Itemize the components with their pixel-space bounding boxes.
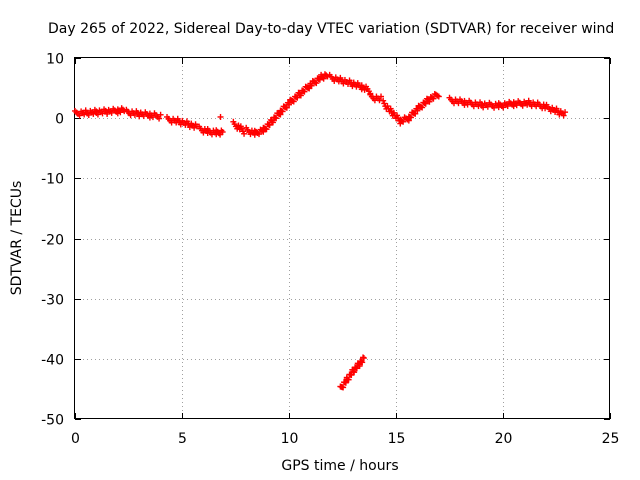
x-tick-label: 5 [178,431,187,447]
data-segment [367,91,385,104]
y-tick-label: -50 [41,413,64,429]
y-axis-label: SDTVAR / TECUs [9,181,25,296]
y-tick-label: 0 [55,112,64,128]
x-tick-label: 15 [388,431,406,447]
data-segment [243,71,331,138]
x-axis-label: GPS time / hours [281,458,398,474]
y-tick-label: -30 [41,293,64,309]
x-tick-label: 25 [602,431,620,447]
x-tick-label: 0 [71,431,80,447]
y-tick-label: -40 [41,353,64,369]
chart-title: Day 265 of 2022, Sidereal Day-to-day VTE… [48,21,614,37]
y-tick-label: -10 [41,172,64,188]
data-segment [337,354,367,391]
data-segment [123,106,164,122]
data-segment [326,71,374,97]
data-marks [72,71,569,391]
data-segment [196,123,226,138]
y-tick-label: -20 [41,233,64,249]
x-tick-label: 20 [495,431,513,447]
data-segment [446,94,569,119]
y-tick-label: 10 [46,52,64,68]
x-tick-labels: 0 5 10 15 20 25 [71,431,619,447]
data-segment [217,113,224,120]
grid-lines [75,58,610,419]
axis-ticks [75,58,611,420]
data-segment [72,105,128,119]
x-tick-label: 10 [281,431,299,447]
data-segment [230,118,248,137]
data-segment [164,113,200,131]
plot-frame [74,57,610,419]
y-tick-labels: 10 0 -10 -20 -30 -40 -50 [41,52,64,429]
data-segment [380,90,442,127]
